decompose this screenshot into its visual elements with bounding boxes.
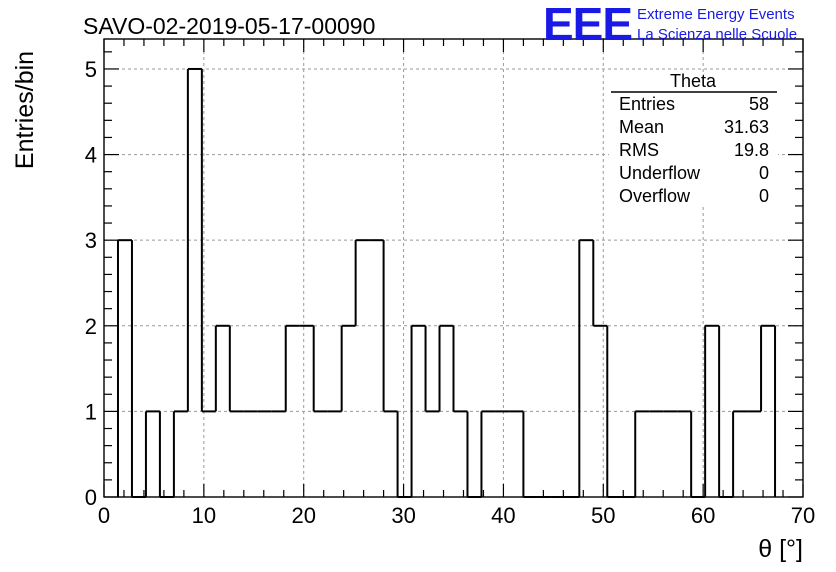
x-tick-label: 60: [691, 503, 715, 528]
y-tick-label: 1: [85, 399, 97, 424]
stats-title: Theta: [670, 71, 717, 91]
x-tick-label: 50: [591, 503, 615, 528]
stats-label-underflow: Underflow: [619, 163, 701, 183]
y-axis-title: Entries/bin: [11, 51, 39, 169]
stats-label-entries: Entries: [619, 94, 675, 114]
y-tick-label: 3: [85, 228, 97, 253]
stats-value-overflow: 0: [759, 186, 769, 206]
stats-value-entries: 58: [749, 94, 769, 114]
axis-tick-labels: 0 10 20 30 40 50 60 70 0 1 2 3 4 5: [85, 57, 815, 528]
x-tick-label: 0: [98, 503, 110, 528]
plot-frame: [103, 38, 804, 498]
histogram-bins: [116, 67, 777, 498]
x-tick-label: 10: [192, 503, 216, 528]
stats-label-overflow: Overflow: [619, 186, 691, 206]
logo-line-2: La Scienza nelle Scuole: [637, 26, 797, 43]
y-tick-label: 4: [85, 143, 97, 168]
stats-value-mean: 31.63: [724, 117, 769, 137]
run-title: SAVO-02-2019-05-17-00090: [83, 13, 375, 39]
stats-value-rms: 19.8: [734, 140, 769, 160]
stats-box: Theta Entries 58 Mean 31.63 RMS 19.8 Und…: [609, 71, 778, 206]
x-tick-label: 30: [391, 503, 415, 528]
logo-line-1: Extreme Energy Events: [637, 6, 795, 23]
y-tick-label: 0: [85, 485, 97, 510]
stats-label-rms: RMS: [619, 140, 659, 160]
stats-label-mean: Mean: [619, 117, 664, 137]
y-tick-label: 5: [85, 57, 97, 82]
x-tick-label: 70: [791, 503, 815, 528]
x-tick-label: 20: [291, 503, 315, 528]
y-tick-label: 2: [85, 314, 97, 339]
eee-logo: EEE: [543, 0, 632, 50]
stats-box-background: [609, 73, 778, 205]
axis-ticks: [103, 39, 804, 498]
x-axis-title: θ [°]: [758, 535, 803, 563]
stats-value-underflow: 0: [759, 163, 769, 183]
x-tick-label: 40: [491, 503, 515, 528]
